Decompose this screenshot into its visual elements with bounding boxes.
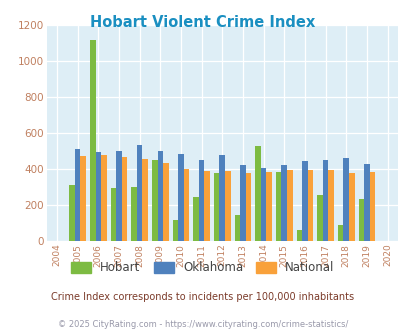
- Bar: [348, 173, 354, 241]
- Bar: [69, 185, 75, 241]
- Bar: [193, 197, 198, 241]
- Bar: [122, 157, 127, 241]
- Bar: [80, 156, 86, 241]
- Bar: [255, 146, 260, 241]
- Bar: [337, 225, 343, 241]
- Text: Crime Index corresponds to incidents per 100,000 inhabitants: Crime Index corresponds to incidents per…: [51, 292, 354, 302]
- Bar: [213, 173, 219, 241]
- Bar: [296, 230, 301, 241]
- Bar: [183, 169, 189, 241]
- Bar: [240, 165, 245, 241]
- Bar: [219, 155, 224, 241]
- Bar: [204, 171, 209, 241]
- Bar: [266, 172, 271, 241]
- Bar: [116, 151, 121, 241]
- Bar: [163, 163, 168, 241]
- Bar: [151, 160, 157, 241]
- Bar: [343, 158, 348, 241]
- Bar: [363, 164, 369, 241]
- Text: Hobart Violent Crime Index: Hobart Violent Crime Index: [90, 15, 315, 30]
- Bar: [110, 188, 116, 241]
- Bar: [172, 220, 178, 241]
- Bar: [358, 199, 363, 241]
- Bar: [142, 159, 148, 241]
- Bar: [281, 165, 286, 241]
- Legend: Hobart, Oklahoma, National: Hobart, Oklahoma, National: [71, 261, 334, 274]
- Bar: [316, 195, 322, 241]
- Bar: [198, 160, 204, 241]
- Bar: [101, 155, 107, 241]
- Bar: [322, 160, 328, 241]
- Bar: [75, 149, 80, 241]
- Bar: [286, 170, 292, 241]
- Bar: [95, 152, 101, 241]
- Bar: [369, 173, 374, 241]
- Bar: [307, 170, 313, 241]
- Bar: [234, 215, 240, 241]
- Text: © 2025 CityRating.com - https://www.cityrating.com/crime-statistics/: © 2025 CityRating.com - https://www.city…: [58, 320, 347, 329]
- Bar: [157, 151, 163, 241]
- Bar: [224, 171, 230, 241]
- Bar: [275, 172, 281, 241]
- Bar: [245, 173, 251, 241]
- Bar: [90, 40, 95, 241]
- Bar: [301, 161, 307, 241]
- Bar: [178, 154, 183, 241]
- Bar: [328, 170, 333, 241]
- Bar: [131, 187, 136, 241]
- Bar: [260, 168, 266, 241]
- Bar: [136, 146, 142, 241]
